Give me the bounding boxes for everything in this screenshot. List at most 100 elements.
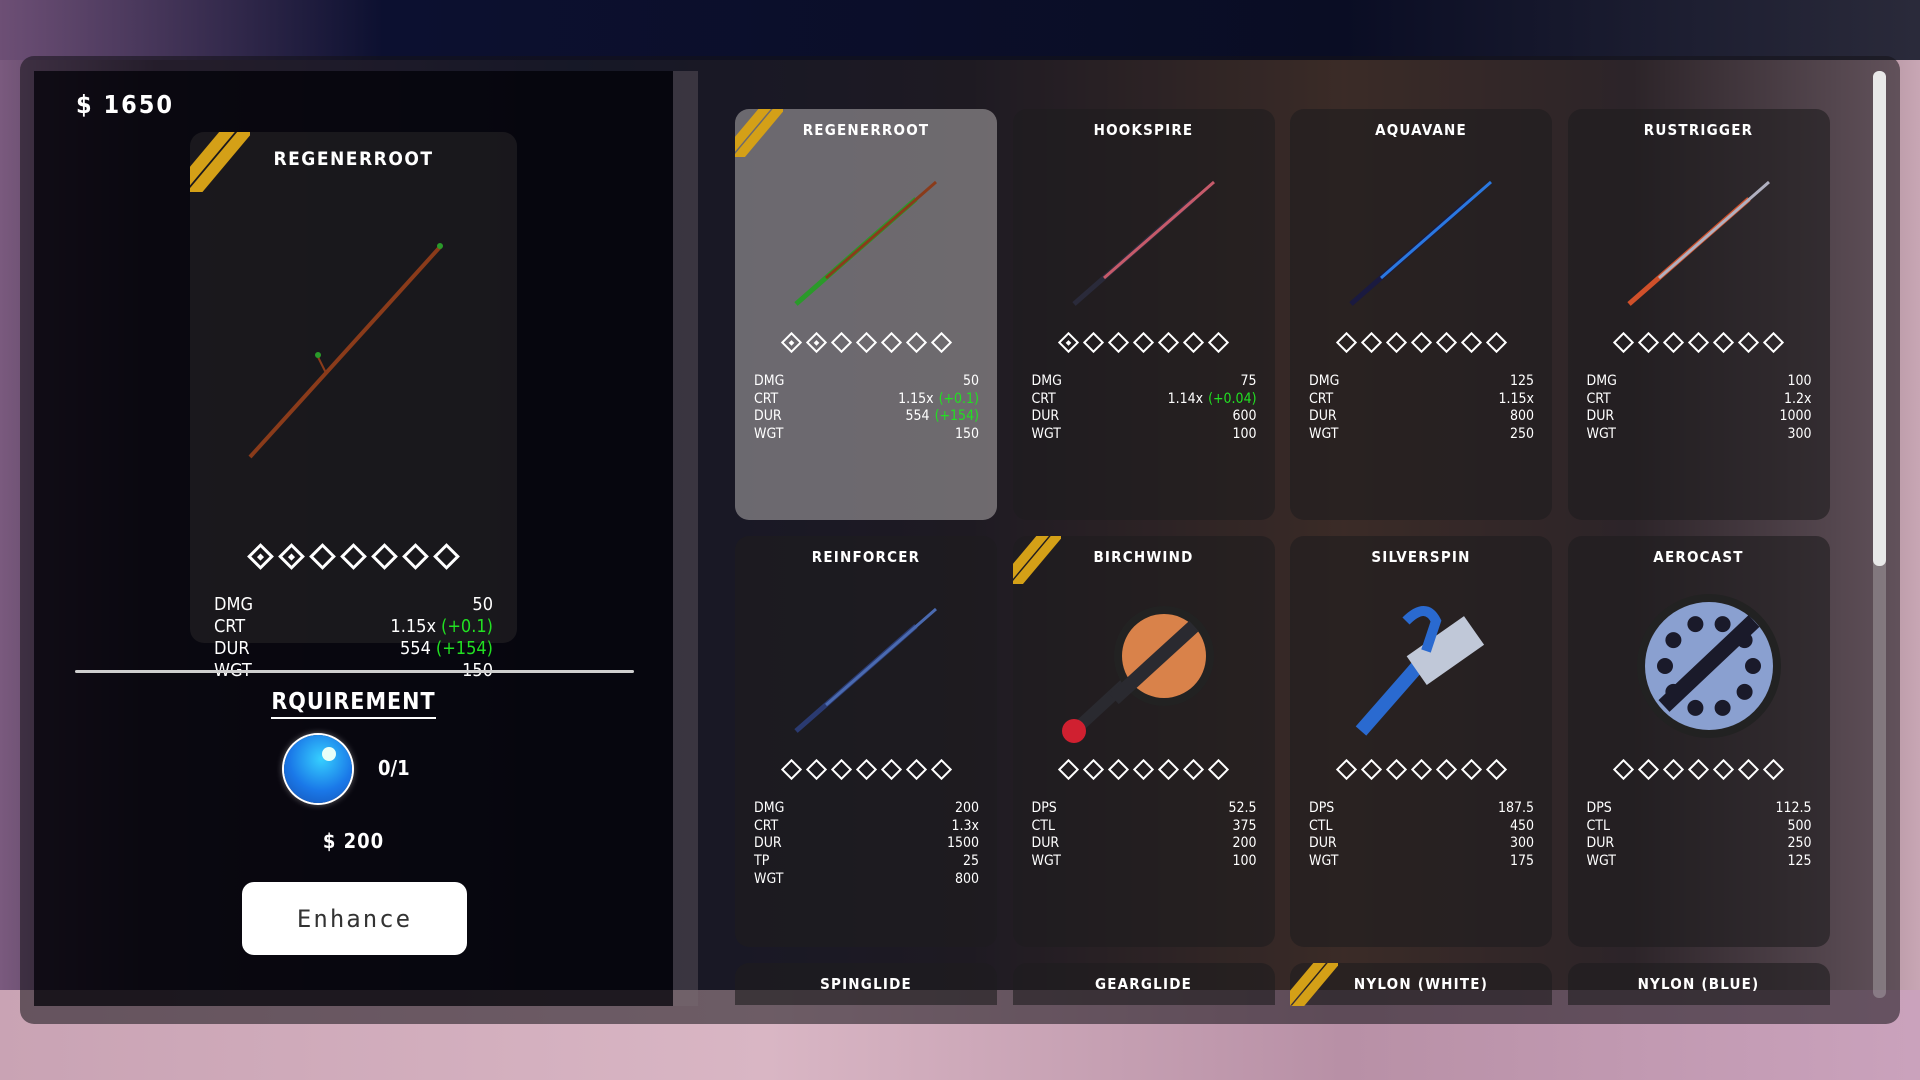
- stat-value: 75: [1240, 373, 1256, 391]
- stat-value: 375: [1232, 818, 1256, 836]
- stat-row: CTL 450: [1309, 818, 1534, 836]
- item-name: REINFORCER: [811, 548, 921, 566]
- stat-value-text: 50: [962, 373, 979, 389]
- stat-value: 554 (+154): [400, 638, 493, 660]
- empty-diamond-icon: [1485, 331, 1507, 354]
- stat-row: CTL 375: [1032, 818, 1257, 836]
- stat-value-text: 100: [1232, 426, 1257, 443]
- stat-label: DUR: [1309, 408, 1337, 425]
- item-card[interactable]: AQUAVANE DMG 125 CRT 1.15x DUR 800 WGT 250: [1290, 109, 1552, 520]
- item-name: AEROCAST: [1653, 548, 1744, 566]
- enhance-level-indicator: [1568, 758, 1830, 781]
- stat-label: DUR: [754, 408, 782, 425]
- stat-bonus: (+0.04): [1208, 390, 1257, 407]
- item-card[interactable]: REINFORCER DMG 200 CRT 1.3x DUR 1500 TP 25 WGT 800: [735, 536, 997, 947]
- enhance-level-indicator: [735, 758, 997, 781]
- empty-diamond-icon: [1410, 758, 1432, 781]
- stat-label: DPS: [1309, 800, 1335, 816]
- stat-value: 300: [1787, 426, 1811, 444]
- empty-diamond-icon: [805, 758, 827, 781]
- filled-diamond-icon: [805, 331, 827, 354]
- empty-diamond-icon: [1182, 758, 1205, 781]
- item-grid: REGENERROOT DMG 50 CRT 1.15x (+0.1) DUR 554 (+15…: [735, 109, 1835, 1006]
- requirement-count: 0/1: [378, 756, 410, 780]
- empty-diamond-icon: [1385, 758, 1407, 781]
- item-card[interactable]: NYLON (BLUE): [1567, 963, 1830, 1005]
- stat-bonus: (+154): [934, 408, 979, 425]
- stat-label: WGT: [754, 870, 784, 887]
- filled-diamond-icon: [780, 331, 802, 354]
- item-card[interactable]: GEARGLIDE: [1012, 963, 1275, 1005]
- stat-value: 250: [1510, 426, 1534, 444]
- stat-value-text: 1.15x: [390, 616, 437, 637]
- empty-diamond-icon: [1410, 331, 1432, 354]
- empty-diamond-icon: [340, 543, 367, 570]
- section-divider: [75, 670, 634, 673]
- empty-diamond-icon: [1662, 331, 1685, 354]
- stat-value-text: 300: [1509, 835, 1534, 852]
- stat-value-text: 1500: [946, 835, 979, 852]
- stat-value-text: 175: [1509, 853, 1534, 870]
- blue-orb-icon: [284, 735, 352, 803]
- stat-value: 800: [1510, 408, 1534, 426]
- item-card[interactable]: AEROCAST DPS 112.5 CTL 500 DUR 250 WGT 125: [1567, 536, 1830, 947]
- stat-bonus: (+154): [435, 638, 493, 659]
- item-name: NYLON (WHITE): [1353, 975, 1489, 993]
- item-card[interactable]: SILVERSPIN DPS 187.5 CTL 450 DUR 300 WGT 175: [1290, 536, 1552, 947]
- stat-row: CRT 1.15x (+0.1): [754, 391, 979, 409]
- empty-diamond-icon: [1712, 331, 1735, 354]
- enhance-button[interactable]: Enhance: [242, 882, 467, 955]
- stat-value-text: 1.3x: [951, 817, 979, 834]
- empty-diamond-icon: [1612, 331, 1635, 354]
- empty-diamond-icon: [930, 758, 952, 781]
- stat-value: 1.14x (+0.04): [1168, 391, 1257, 409]
- stat-label: WGT: [1586, 853, 1616, 870]
- stat-label: DMG: [754, 800, 785, 816]
- stat-label: DUR: [214, 638, 250, 659]
- stat-label: CTL: [1586, 817, 1611, 834]
- empty-diamond-icon: [1712, 758, 1735, 781]
- regenerroot-icon: [794, 180, 937, 306]
- empty-diamond-icon: [1687, 758, 1710, 781]
- stat-label: DMG: [1586, 373, 1617, 389]
- empty-diamond-icon: [1762, 331, 1785, 354]
- stat-value: 200: [955, 800, 979, 818]
- stat-value: 100: [1787, 373, 1811, 391]
- stat-value-text: 300: [1787, 426, 1812, 443]
- stat-row: WGT 800: [754, 871, 979, 889]
- stat-label: DUR: [1031, 408, 1060, 425]
- item-card[interactable]: NYLON (WHITE): [1290, 963, 1552, 1006]
- empty-diamond-icon: [1737, 758, 1760, 781]
- enhance-level-indicator: [1568, 331, 1830, 354]
- scrollbar-thumb[interactable]: [1873, 71, 1886, 566]
- regenerroot-rod-icon: [248, 243, 443, 459]
- scrollbar[interactable]: [1873, 71, 1886, 998]
- item-card[interactable]: REGENERROOT DMG 50 CRT 1.15x (+0.1) DUR 554 (+15…: [735, 109, 997, 520]
- item-card[interactable]: SPINGLIDE: [735, 963, 997, 1005]
- silverspin-icon: [1355, 606, 1485, 736]
- stat-label: DMG: [1031, 373, 1062, 389]
- stat-label: DUR: [1309, 835, 1337, 852]
- stat-value: 100: [1232, 853, 1256, 871]
- stat-value-text: 75: [1240, 373, 1257, 389]
- item-card[interactable]: BIRCHWIND DPS 52.5 CTL 375 DUR 200 WGT 100: [1012, 536, 1275, 947]
- empty-diamond-icon: [1107, 331, 1130, 354]
- item-name: SILVERSPIN: [1371, 548, 1471, 566]
- stat-value-text: 800: [954, 870, 979, 887]
- stat-label: CRT: [1586, 390, 1611, 407]
- stat-value: 125: [1787, 853, 1811, 871]
- item-stats: DMG 100 CRT 1.2x DUR 1000 WGT 300: [1587, 373, 1812, 444]
- item-stats: DMG 200 CRT 1.3x DUR 1500 TP 25 WGT 800: [754, 800, 979, 889]
- stat-value-text: 25: [962, 853, 979, 870]
- item-card[interactable]: HOOKSPIRE DMG 75 CRT 1.14x (+0.04) DUR 600 WGT 10…: [1012, 109, 1275, 520]
- stat-label: CRT: [214, 616, 246, 637]
- item-stats: DMG 75 CRT 1.14x (+0.04) DUR 600 WGT 100: [1032, 373, 1257, 444]
- stat-row: DMG 200: [754, 800, 979, 818]
- empty-diamond-icon: [1687, 331, 1710, 354]
- empty-diamond-icon: [1132, 758, 1155, 781]
- stat-value-text: 125: [1509, 373, 1534, 389]
- item-card[interactable]: RUSTRIGGER DMG 100 CRT 1.2x DUR 1000 WGT 300: [1567, 109, 1830, 520]
- empty-diamond-icon: [905, 331, 927, 354]
- stat-row: CRT 1.15x: [1309, 391, 1534, 409]
- stat-row: DMG 50: [754, 373, 979, 391]
